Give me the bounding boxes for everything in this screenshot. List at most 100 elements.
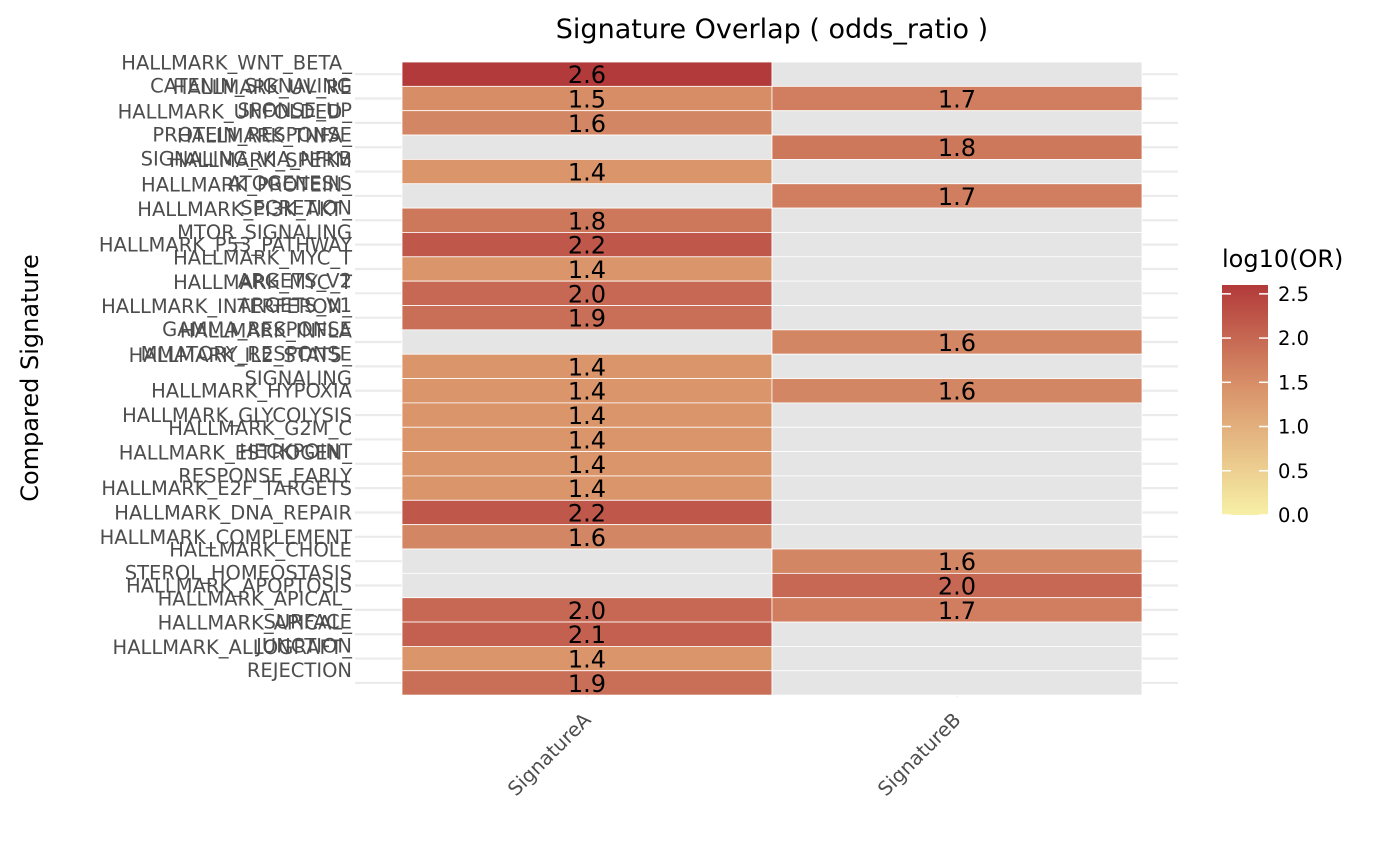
- legend-colorbar: [1222, 285, 1268, 515]
- cell-value-label: 1.7: [938, 183, 976, 211]
- chart-title: Signature Overlap ( odds_ratio ): [556, 14, 988, 45]
- cell-value-label: 1.7: [938, 86, 976, 114]
- heatmap-cell: [401, 499, 773, 526]
- y-tick-label: HALLMARK_COMPLEMENT: [100, 526, 352, 549]
- y-tick-label: HALLMARK_PI3K_AKT_: [137, 198, 352, 221]
- heatmap-cell: [771, 451, 1143, 477]
- legend-tick-label: 1.0: [1278, 416, 1309, 439]
- y-tick-label: HALLMARK_UNFOLDED_: [118, 100, 353, 123]
- y-tick-label: HALLMARK_APICAL_: [158, 587, 353, 610]
- y-tick-label: STEROL_HOMEOSTASIS: [125, 562, 352, 585]
- heatmap-cell: [401, 621, 773, 647]
- heatmap-cell: [401, 232, 773, 258]
- y-tick-label: HALLMARK_PROTEIN_: [141, 173, 352, 196]
- heatmap-cell: [771, 378, 1143, 404]
- y-tick-label: ATOGENESIS: [228, 172, 352, 195]
- cell-value-label: 1.7: [938, 597, 976, 625]
- y-tick-label: HALLMARK_UV_RE: [173, 76, 352, 99]
- cell-value-label: 1.9: [568, 670, 606, 698]
- heatmap-cell: [771, 524, 1143, 550]
- heatmap-cell: [401, 597, 773, 623]
- heatmap-cell: [401, 134, 773, 160]
- heatmap-cell: [401, 183, 773, 209]
- cell-value-label: 2.1: [568, 621, 606, 649]
- cell-value-label: 1.4: [568, 378, 606, 406]
- y-tick-label: HALLMARK_ESTROGEN_: [119, 441, 353, 464]
- heatmap-cell: [401, 329, 773, 355]
- legend-tick-label: 0.0: [1278, 504, 1309, 527]
- heatmap-cell: [771, 548, 1143, 574]
- y-tick-label: HALLMARK_IL2_STAT5_: [129, 344, 353, 367]
- heatmap-cell: [401, 158, 773, 185]
- heatmap-cell: [771, 158, 1143, 185]
- cell-value-label: 2.0: [938, 573, 976, 601]
- heatmap-cell: [771, 426, 1143, 453]
- cell-value-label: 1.4: [568, 159, 606, 187]
- y-tick-label: SIGNALING: [245, 367, 352, 390]
- y-tick-label: SPONSE_UP: [237, 99, 352, 122]
- heatmap-cell: [771, 256, 1143, 282]
- heatmap-cell: [401, 426, 773, 453]
- x-tick-label: SignatureA: [503, 708, 596, 801]
- cell-value-label: 1.4: [568, 256, 606, 284]
- cell-value-label: 1.4: [568, 475, 606, 503]
- cell-value-label: 1.4: [568, 402, 606, 430]
- heatmap-cell: [401, 305, 773, 331]
- heatmap-cell: [401, 548, 773, 574]
- heatmap-cell: [771, 280, 1143, 306]
- heatmap-cell: [401, 475, 773, 501]
- x-tick-labels: SignatureA SignatureB: [503, 708, 965, 801]
- cell-value-label: 1.6: [938, 548, 976, 576]
- legend-tick-label: 0.5: [1278, 460, 1309, 483]
- y-tick-label: MTOR_SIGNALING: [177, 221, 352, 244]
- cell-value-label: 1.4: [568, 451, 606, 479]
- y-tick-labels: HALLMARK_WNT_BETA_CATENIN_SIGNALINGHALLM…: [99, 52, 353, 682]
- cell-labels: 2.61.5 1.71.61.81.41.71.82.21.42.01.91.61…: [568, 61, 976, 698]
- y-tick-label: HALLMARK_APOPTOSIS: [126, 575, 352, 598]
- cell-value-label: 1.5: [568, 86, 606, 114]
- heatmap-cell: [771, 110, 1143, 136]
- y-tick-label: ARGETS_V1: [238, 294, 352, 317]
- y-axis-label: Compared Signature: [16, 254, 44, 502]
- heatmap-cell: [771, 402, 1143, 428]
- y-tick-label: HALLMARK_APICAL_: [158, 612, 353, 635]
- cell-value-label: 1.6: [568, 110, 606, 138]
- cell-value-label: 1.6: [568, 524, 606, 552]
- y-tick-label: JUNCTION: [254, 635, 352, 658]
- heatmap-cell: [771, 621, 1143, 647]
- heatmap-cell: [401, 670, 773, 696]
- heatmap-cell: [771, 572, 1143, 599]
- heatmap-cell: [401, 572, 773, 599]
- y-tick-label: SIGNALING_VIA_NFKB: [141, 148, 352, 171]
- y-tick-label: GAMMA_RESPONSE: [162, 318, 352, 341]
- heatmap-cell: [401, 256, 773, 282]
- heatmap-cell: [771, 183, 1143, 209]
- cell-value-label: 1.4: [568, 353, 606, 381]
- y-tick-label: HALLMARK_TNFA_: [177, 125, 352, 148]
- heatmap-cell: [401, 353, 773, 379]
- y-tick-label: HALLMARK_HYPOXIA: [151, 380, 353, 403]
- cell-value-label: 1.9: [568, 305, 606, 333]
- heatmap-cell: [401, 61, 773, 87]
- legend-title: log10(OR): [1222, 245, 1343, 273]
- heatmap-cell: [771, 499, 1143, 526]
- color-legend: log10(OR) 2.5 2.0 1.5 1.0 0.5 0.0: [1222, 245, 1343, 527]
- y-tick-label: HALLMARK_ALLOGRAFT_: [113, 636, 353, 659]
- y-tick-label: HALLMARK_MYC_T: [173, 246, 352, 269]
- cell-value-label: 1.8: [568, 207, 606, 235]
- cell-value-label: 1.4: [568, 426, 606, 454]
- legend-ticks: 2.5 2.0 1.5 1.0 0.5 0.0: [1222, 283, 1309, 527]
- cell-value-label: 2.2: [568, 499, 606, 527]
- y-tick-label: HALLMARK_INTERFERON_: [101, 295, 352, 318]
- y-tick-label: HECKPOINT: [239, 440, 352, 463]
- cell-value-label: 1.6: [938, 329, 976, 357]
- y-tick-label: HALLMARK_SPERM: [169, 149, 352, 172]
- y-tick-label: MMATORY_RESPONSE: [141, 343, 352, 366]
- cell-value-label: 2.0: [568, 280, 606, 308]
- y-tick-label: HALLMARK_WNT_BETA_: [121, 52, 352, 75]
- y-tick-label: SURFACE: [263, 610, 352, 633]
- y-tick-label: HALLMARK_DNA_REPAIR: [114, 501, 352, 524]
- y-tick-label: CATENIN_SIGNALING: [150, 75, 352, 98]
- heatmap-cell: [401, 207, 773, 233]
- heatmap-cells: [401, 61, 1143, 696]
